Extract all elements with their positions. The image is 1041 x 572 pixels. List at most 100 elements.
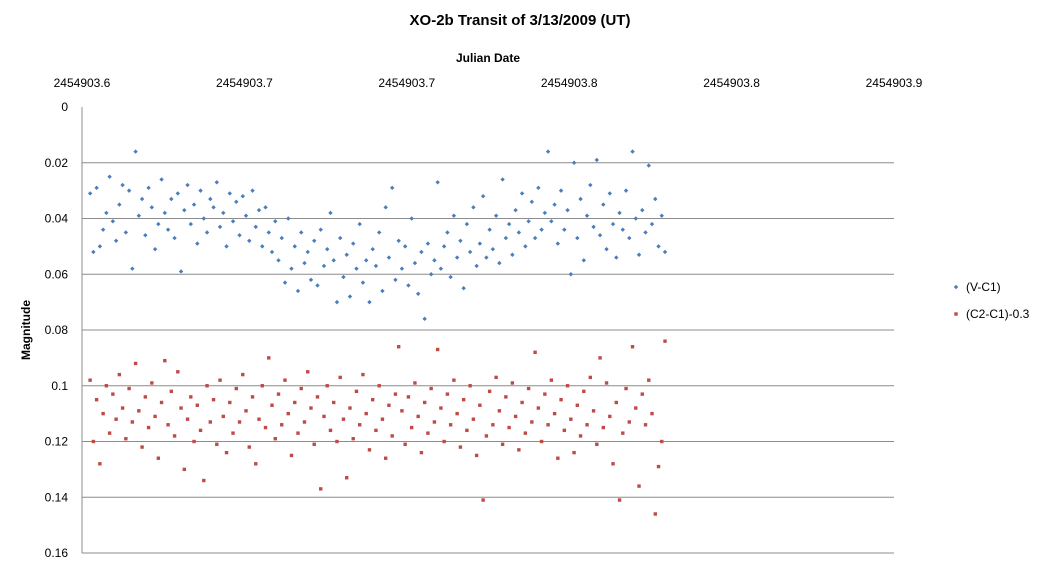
data-point <box>598 356 602 360</box>
data-point <box>640 207 645 213</box>
data-point <box>373 263 379 269</box>
data-point <box>575 403 580 407</box>
data-point <box>497 260 502 266</box>
data-point <box>266 230 271 235</box>
data-point <box>604 246 609 252</box>
data-point <box>370 246 375 252</box>
data-point <box>315 283 320 288</box>
data-point <box>656 244 661 249</box>
y-tick-label: 0.06 <box>45 267 69 281</box>
data-point <box>211 205 216 210</box>
data-point <box>289 453 294 458</box>
data-point <box>416 414 420 419</box>
data-point <box>435 180 440 185</box>
data-point <box>660 439 664 444</box>
data-point <box>552 411 557 416</box>
data-point <box>568 272 574 277</box>
data-point <box>110 219 116 224</box>
data-point <box>507 425 511 430</box>
data-point <box>506 221 512 227</box>
data-point <box>124 437 128 441</box>
data-point <box>205 384 209 388</box>
data-point <box>370 397 375 402</box>
data-point <box>617 498 622 502</box>
data-point <box>322 414 326 419</box>
data-point <box>432 258 437 263</box>
data-point <box>425 241 431 246</box>
data-point <box>413 381 417 385</box>
data-point <box>448 423 453 427</box>
data-point <box>360 280 366 285</box>
data-point <box>383 205 388 210</box>
data-point <box>306 370 310 374</box>
data-point <box>354 266 359 271</box>
data-point <box>87 191 93 196</box>
data-point <box>224 244 229 249</box>
data-point <box>283 378 287 382</box>
data-point <box>649 221 655 227</box>
data-point <box>201 216 206 221</box>
data-point <box>159 400 164 405</box>
data-point <box>182 207 187 213</box>
data-point <box>318 227 323 232</box>
data-point <box>286 411 290 416</box>
data-point <box>419 249 424 255</box>
data-point <box>513 414 518 419</box>
data-point <box>412 260 418 266</box>
data-point <box>458 445 463 449</box>
data-point <box>452 378 456 382</box>
data-point <box>386 255 392 260</box>
data-point <box>454 255 460 260</box>
data-point <box>455 411 459 416</box>
data-point <box>231 431 235 435</box>
data-point <box>185 182 190 188</box>
data-point <box>458 238 463 243</box>
data-point <box>292 244 297 249</box>
data-point <box>552 202 557 207</box>
data-point <box>127 386 131 391</box>
data-series <box>87 149 668 516</box>
data-point <box>331 258 336 263</box>
data-point <box>198 188 203 193</box>
legend-label: (V-C1) <box>966 280 1001 294</box>
data-point <box>163 358 167 363</box>
data-point <box>117 202 122 207</box>
data-point <box>474 453 479 458</box>
data-point <box>529 199 535 204</box>
data-point <box>309 406 313 410</box>
data-point <box>627 420 631 424</box>
data-point <box>88 378 92 382</box>
data-point <box>597 233 603 238</box>
data-point <box>117 372 122 377</box>
legend: (V-C1) (C2-C1)-0.3 <box>953 280 1030 321</box>
data-point <box>376 230 382 235</box>
data-point <box>367 448 372 452</box>
data-point <box>334 299 340 305</box>
data-point <box>389 185 395 191</box>
data-point <box>426 431 430 435</box>
data-point <box>305 249 310 255</box>
data-point <box>332 400 336 405</box>
data-point <box>250 188 255 193</box>
data-point <box>390 434 394 438</box>
data-point <box>519 191 525 196</box>
data-point <box>152 246 158 252</box>
data-point <box>104 384 109 388</box>
data-point <box>104 210 109 216</box>
data-point <box>448 274 453 280</box>
y-tick-label: 0.14 <box>45 490 69 504</box>
data-point <box>348 406 352 410</box>
data-point <box>451 213 457 218</box>
data-point <box>543 392 547 396</box>
data-point <box>293 400 297 405</box>
data-point <box>273 219 278 224</box>
y-tick-label: 0.1 <box>51 379 68 393</box>
chart-title: XO-2b Transit of 3/13/2009 (UT) <box>410 12 631 29</box>
data-point <box>98 462 102 466</box>
data-point <box>126 188 132 193</box>
data-point <box>175 191 181 196</box>
data-point <box>273 437 277 441</box>
data-point <box>406 395 411 399</box>
data-point <box>338 235 343 241</box>
